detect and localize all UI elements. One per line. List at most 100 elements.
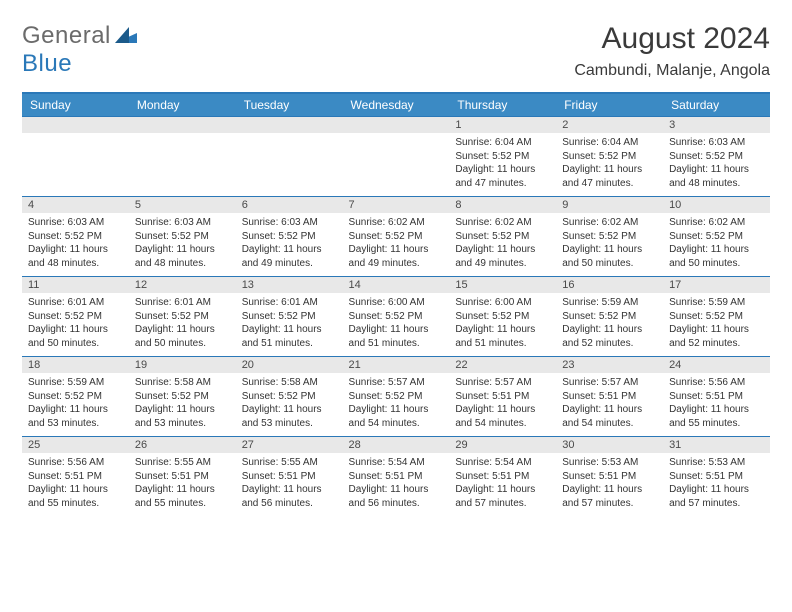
calendar-cell: 4Sunrise: 6:03 AMSunset: 5:52 PMDaylight…	[22, 196, 129, 276]
day-body	[22, 133, 129, 189]
day-line: Sunset: 5:52 PM	[28, 230, 123, 244]
day-line: Daylight: 11 hours and 57 minutes.	[455, 483, 550, 510]
day-line: Sunset: 5:52 PM	[669, 150, 764, 164]
day-line: Sunrise: 6:04 AM	[562, 136, 657, 150]
day-line: Sunset: 5:52 PM	[135, 310, 230, 324]
calendar-cell: 17Sunrise: 5:59 AMSunset: 5:52 PMDayligh…	[663, 276, 770, 356]
day-line: Sunrise: 5:57 AM	[349, 376, 444, 390]
day-line: Sunrise: 5:53 AM	[562, 456, 657, 470]
day-body: Sunrise: 6:03 AMSunset: 5:52 PMDaylight:…	[22, 213, 129, 276]
day-body: Sunrise: 5:59 AMSunset: 5:52 PMDaylight:…	[22, 373, 129, 436]
day-number: 2	[556, 116, 663, 133]
day-body	[236, 133, 343, 189]
day-line: Daylight: 11 hours and 53 minutes.	[28, 403, 123, 430]
day-line: Sunset: 5:52 PM	[455, 150, 550, 164]
day-line: Sunrise: 5:56 AM	[28, 456, 123, 470]
day-line: Sunset: 5:52 PM	[349, 310, 444, 324]
day-number: 20	[236, 356, 343, 373]
day-body: Sunrise: 5:57 AMSunset: 5:52 PMDaylight:…	[343, 373, 450, 436]
day-line: Sunrise: 5:59 AM	[669, 296, 764, 310]
calendar-cell: 15Sunrise: 6:00 AMSunset: 5:52 PMDayligh…	[449, 276, 556, 356]
calendar-cell: 7Sunrise: 6:02 AMSunset: 5:52 PMDaylight…	[343, 196, 450, 276]
logo-mark-icon	[115, 27, 137, 43]
day-number: 17	[663, 276, 770, 293]
day-line: Sunrise: 5:58 AM	[135, 376, 230, 390]
day-body: Sunrise: 5:55 AMSunset: 5:51 PMDaylight:…	[129, 453, 236, 516]
day-line: Sunrise: 6:01 AM	[242, 296, 337, 310]
day-line: Sunset: 5:51 PM	[28, 470, 123, 484]
day-body: Sunrise: 6:02 AMSunset: 5:52 PMDaylight:…	[343, 213, 450, 276]
day-line: Daylight: 11 hours and 50 minutes.	[135, 323, 230, 350]
calendar-cell: 21Sunrise: 5:57 AMSunset: 5:52 PMDayligh…	[343, 356, 450, 436]
day-number: 8	[449, 196, 556, 213]
calendar-cell: 8 Sunrise: 6:02 AMSunset: 5:52 PMDaylight…	[449, 196, 556, 276]
day-line: Sunset: 5:52 PM	[455, 230, 550, 244]
day-number: 11	[22, 276, 129, 293]
day-line: Daylight: 11 hours and 55 minutes.	[135, 483, 230, 510]
day-line: Sunrise: 5:55 AM	[242, 456, 337, 470]
day-line: Sunset: 5:51 PM	[669, 470, 764, 484]
day-line: Daylight: 11 hours and 48 minutes.	[669, 163, 764, 190]
day-line: Daylight: 11 hours and 49 minutes.	[455, 243, 550, 270]
page-title: August 2024	[574, 22, 770, 56]
day-line: Sunset: 5:52 PM	[242, 230, 337, 244]
calendar-cell: 31Sunrise: 5:53 AMSunset: 5:51 PMDayligh…	[663, 436, 770, 516]
day-header: Tuesday	[236, 94, 343, 116]
day-body: Sunrise: 6:03 AMSunset: 5:52 PMDaylight:…	[129, 213, 236, 276]
day-body: Sunrise: 5:57 AMSunset: 5:51 PMDaylight:…	[556, 373, 663, 436]
day-header: Monday	[129, 94, 236, 116]
day-line: Sunrise: 5:56 AM	[669, 376, 764, 390]
day-line: Daylight: 11 hours and 57 minutes.	[669, 483, 764, 510]
day-line: Daylight: 11 hours and 51 minutes.	[349, 323, 444, 350]
day-number: 4	[22, 196, 129, 213]
day-number: 15	[449, 276, 556, 293]
day-line: Sunset: 5:51 PM	[455, 470, 550, 484]
day-line: Sunset: 5:52 PM	[242, 310, 337, 324]
day-line: Sunset: 5:51 PM	[562, 390, 657, 404]
calendar-cell: 26Sunrise: 5:55 AMSunset: 5:51 PMDayligh…	[129, 436, 236, 516]
day-line: Daylight: 11 hours and 54 minutes.	[562, 403, 657, 430]
day-number: 16	[556, 276, 663, 293]
day-line: Sunrise: 5:55 AM	[135, 456, 230, 470]
day-body: Sunrise: 5:58 AMSunset: 5:52 PMDaylight:…	[129, 373, 236, 436]
day-number: 5	[129, 196, 236, 213]
day-body: Sunrise: 6:01 AMSunset: 5:52 PMDaylight:…	[236, 293, 343, 356]
calendar-cell: 22Sunrise: 5:57 AMSunset: 5:51 PMDayligh…	[449, 356, 556, 436]
calendar-cell: 18Sunrise: 5:59 AMSunset: 5:52 PMDayligh…	[22, 356, 129, 436]
day-line: Sunset: 5:52 PM	[349, 390, 444, 404]
day-body: Sunrise: 6:01 AMSunset: 5:52 PMDaylight:…	[22, 293, 129, 356]
day-number: 14	[343, 276, 450, 293]
day-line: Daylight: 11 hours and 49 minutes.	[349, 243, 444, 270]
day-line: Sunset: 5:52 PM	[28, 310, 123, 324]
day-line: Daylight: 11 hours and 50 minutes.	[562, 243, 657, 270]
day-header: Wednesday	[343, 94, 450, 116]
calendar-cell: 29Sunrise: 5:54 AMSunset: 5:51 PMDayligh…	[449, 436, 556, 516]
logo: General Blue	[22, 22, 137, 78]
day-number: 13	[236, 276, 343, 293]
calendar-cell	[236, 116, 343, 196]
day-body	[129, 133, 236, 189]
day-line: Sunset: 5:52 PM	[669, 230, 764, 244]
calendar-cell: 23Sunrise: 5:57 AMSunset: 5:51 PMDayligh…	[556, 356, 663, 436]
day-number: 26	[129, 436, 236, 453]
day-line: Daylight: 11 hours and 48 minutes.	[135, 243, 230, 270]
day-line: Sunset: 5:52 PM	[349, 230, 444, 244]
calendar-cell: 25Sunrise: 5:56 AMSunset: 5:51 PMDayligh…	[22, 436, 129, 516]
calendar: SundayMondayTuesdayWednesdayThursdayFrid…	[22, 92, 770, 516]
day-number: 22	[449, 356, 556, 373]
day-body: Sunrise: 5:59 AMSunset: 5:52 PMDaylight:…	[556, 293, 663, 356]
day-line: Sunrise: 5:54 AM	[349, 456, 444, 470]
calendar-cell	[343, 116, 450, 196]
calendar-cell: 6Sunrise: 6:03 AMSunset: 5:52 PMDaylight…	[236, 196, 343, 276]
day-line: Daylight: 11 hours and 54 minutes.	[455, 403, 550, 430]
day-line: Sunrise: 6:02 AM	[455, 216, 550, 230]
day-body: Sunrise: 6:00 AMSunset: 5:52 PMDaylight:…	[449, 293, 556, 356]
day-body: Sunrise: 6:04 AMSunset: 5:52 PMDaylight:…	[556, 133, 663, 196]
day-line: Sunrise: 5:57 AM	[562, 376, 657, 390]
calendar-cell: 11Sunrise: 6:01 AMSunset: 5:52 PMDayligh…	[22, 276, 129, 356]
day-line: Daylight: 11 hours and 48 minutes.	[28, 243, 123, 270]
day-header: Saturday	[663, 94, 770, 116]
day-number: 10	[663, 196, 770, 213]
calendar-cell: 10Sunrise: 6:02 AMSunset: 5:52 PMDayligh…	[663, 196, 770, 276]
day-line: Daylight: 11 hours and 52 minutes.	[669, 323, 764, 350]
